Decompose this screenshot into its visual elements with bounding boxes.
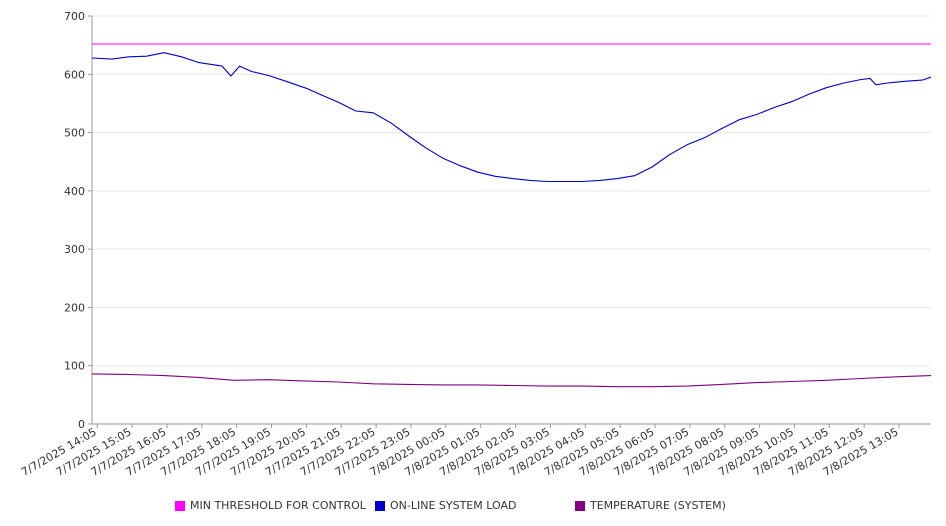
legend-item-temperature[interactable]: TEMPERATURE (SYSTEM)	[575, 499, 726, 512]
grid-lines	[92, 15, 931, 367]
legend-swatch-min-threshold	[175, 500, 185, 511]
series-line-system-load	[91, 52, 932, 183]
y-tick-label: 400	[64, 185, 85, 198]
legend-item-system-load[interactable]: ON-LINE SYSTEM LOAD	[375, 499, 516, 512]
axes	[88, 15, 931, 428]
line-chart: 0 100 200 300 400 500 600 700 7/7/2025 14:057/7…	[19, 10, 932, 479]
legend-label-system-load: ON-LINE SYSTEM LOAD	[390, 499, 517, 512]
y-tick-label: 200	[64, 301, 85, 314]
series-lines	[91, 43, 932, 388]
legend-label-temperature: TEMPERATURE (SYSTEM)	[590, 499, 726, 512]
y-tick-label: 500	[64, 127, 85, 140]
y-tick-label: 0	[78, 418, 85, 431]
legend-swatch-system-load	[375, 500, 385, 511]
y-tick-label: 600	[64, 68, 85, 81]
x-tick-labels: 7/7/2025 14:057/7/2025 15:057/7/2025 16:…	[19, 425, 901, 479]
y-tick-label: 300	[64, 243, 85, 256]
y-tick-labels: 0 100 200 300 400 500 600 700	[64, 10, 85, 431]
y-tick-label: 700	[64, 10, 85, 23]
legend-swatch-temperature	[575, 500, 585, 511]
series-line-temperature	[91, 373, 932, 388]
legend: MIN THRESHOLD FOR CONTROL ON-LINE SYSTEM…	[0, 499, 946, 513]
legend-item-min-threshold[interactable]: MIN THRESHOLD FOR CONTROL	[175, 499, 366, 512]
legend-label-min-threshold: MIN THRESHOLD FOR CONTROL	[190, 499, 366, 512]
y-tick-label: 100	[64, 360, 85, 373]
